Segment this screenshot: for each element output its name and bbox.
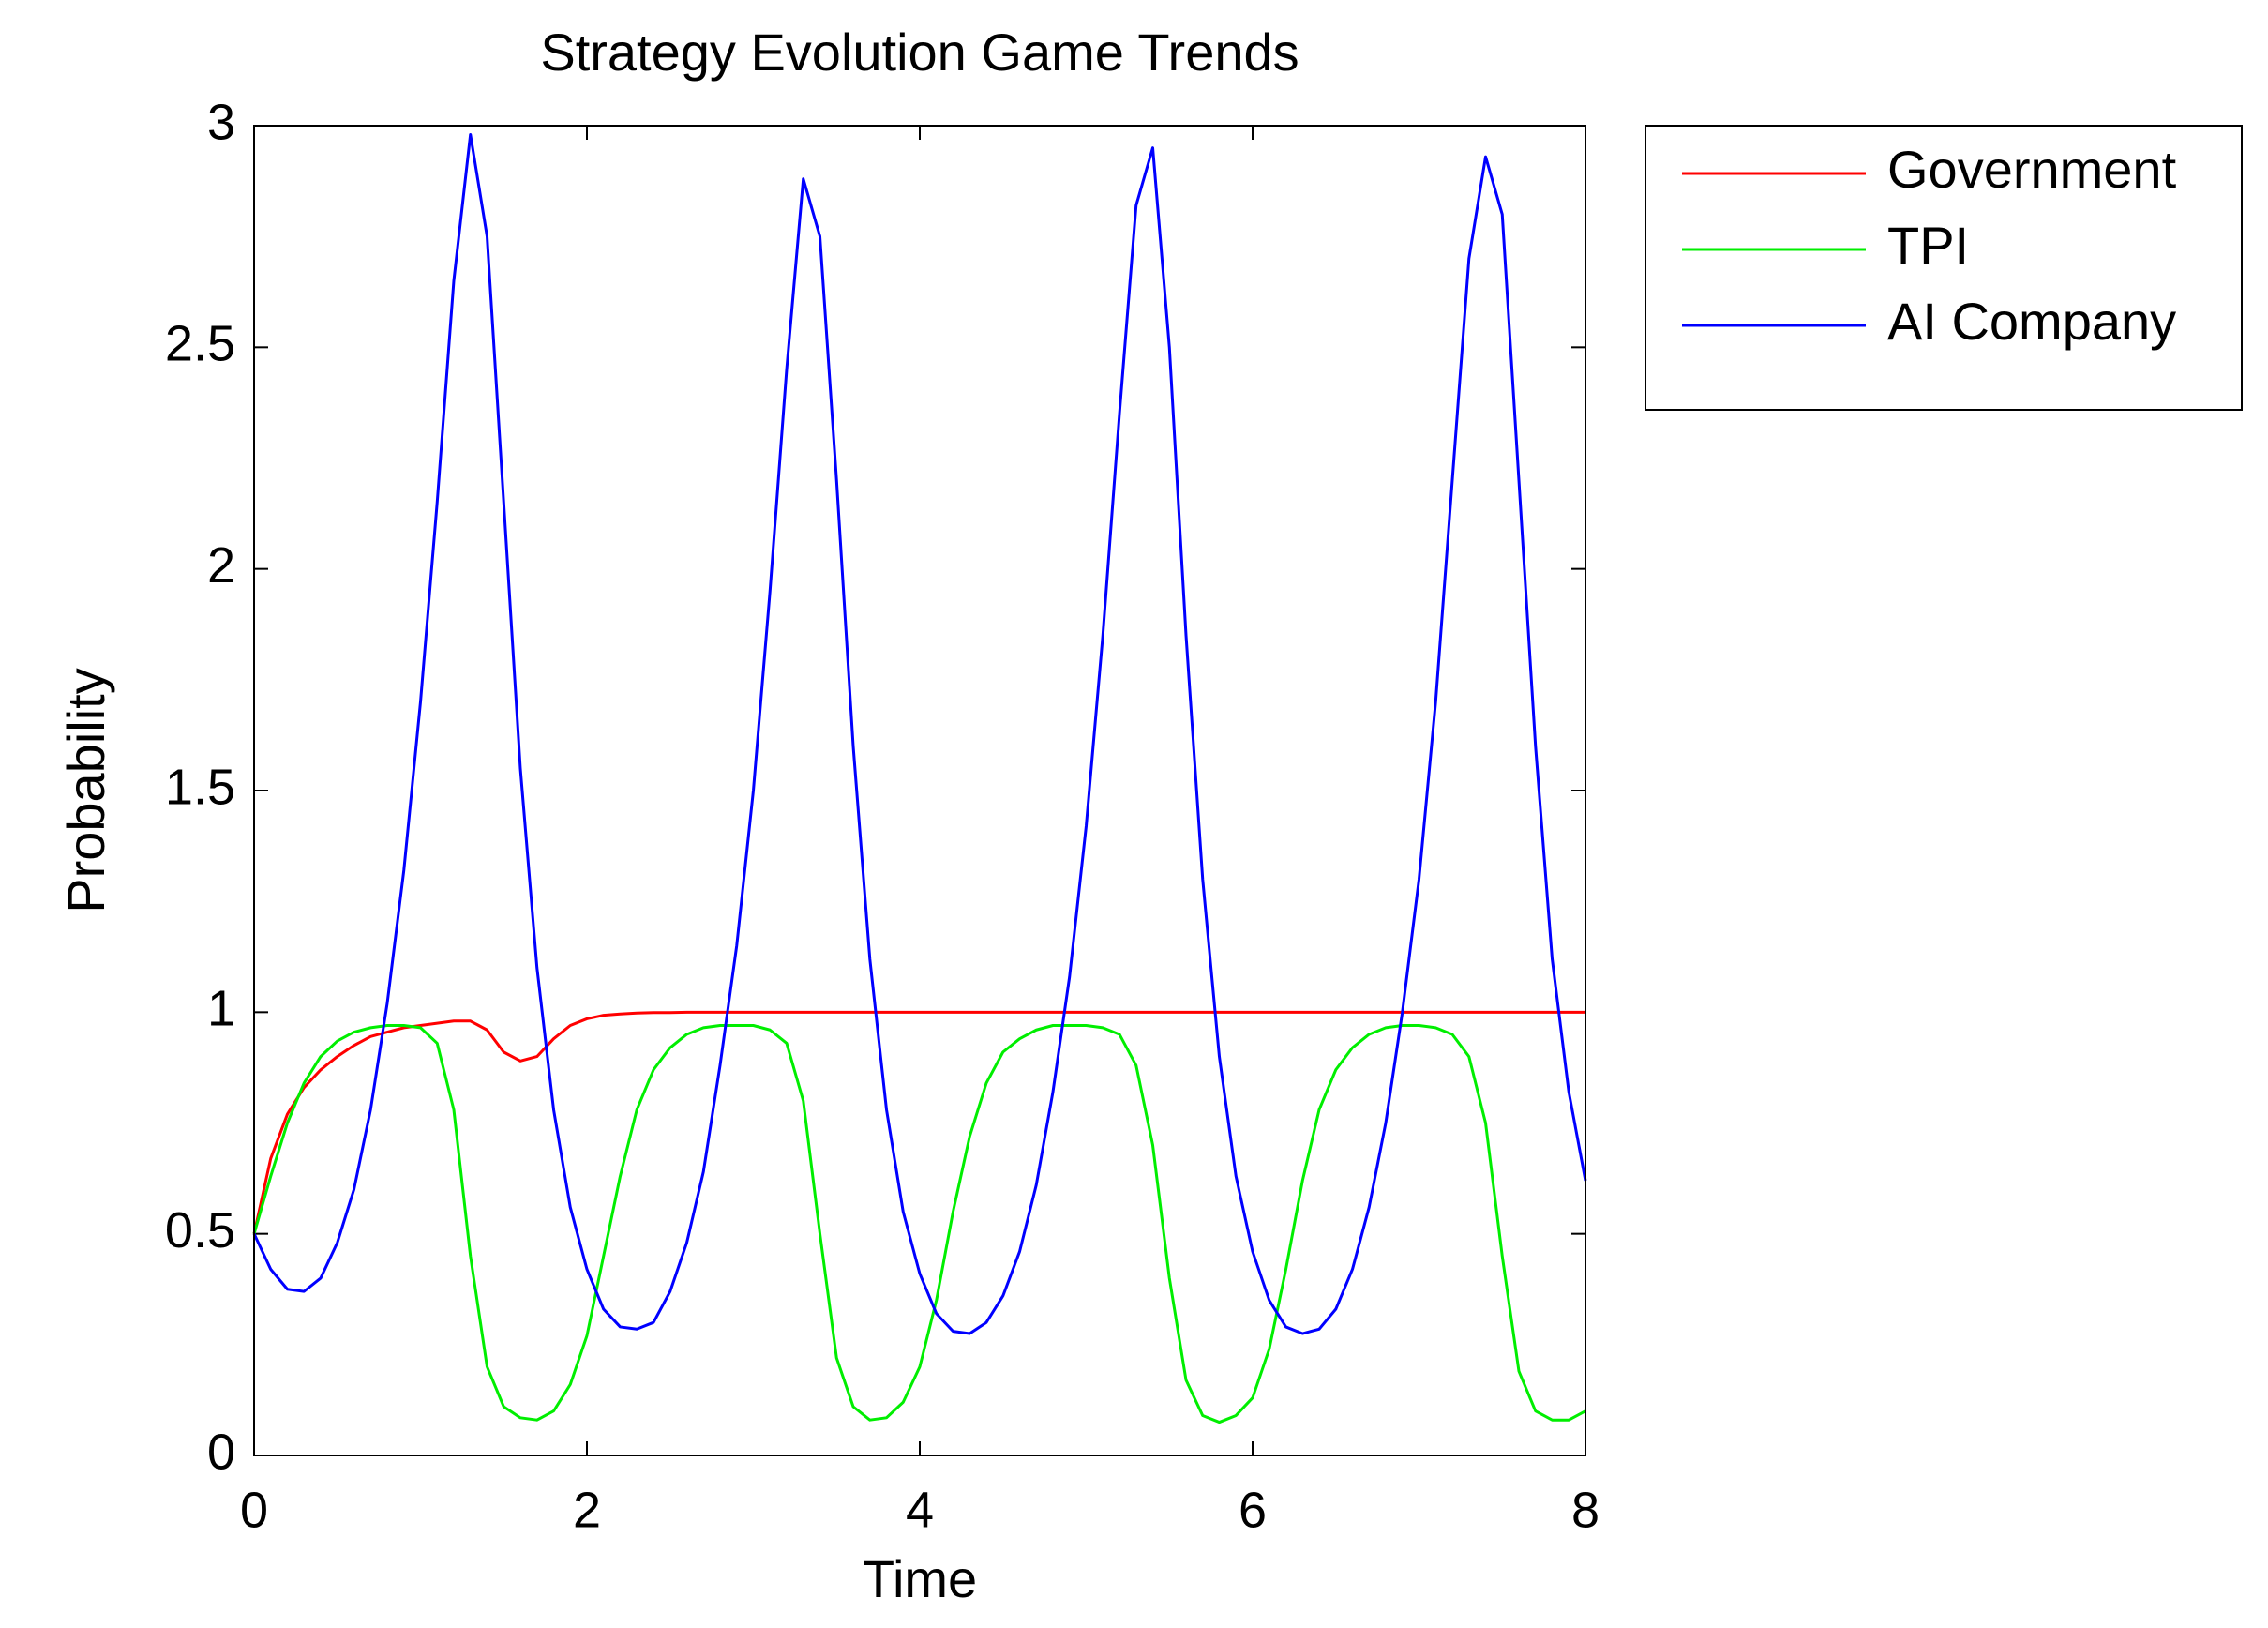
series-line [252,132,1587,1335]
y-tick-label: 1 [207,981,235,1037]
legend-label: Government [1887,140,2177,199]
axes-frame [253,125,1586,1456]
chart-title: Strategy Evolution Game Trends [540,23,1299,82]
legend-label: AI Company [1887,292,2176,351]
x-tick-label: 6 [1239,1482,1267,1538]
y-axis-label: Probability [56,668,115,912]
x-tick-label: 8 [1571,1482,1600,1538]
x-tick-label: 0 [240,1482,268,1538]
series-line [252,1024,1586,1424]
series-line [252,1010,1585,1234]
legend-label: TPI [1887,216,1969,275]
axes-background [254,126,1585,1455]
x-axis-label: Time [863,1549,977,1608]
y-tick-label: 1.5 [165,759,235,815]
y-tick-label: 2.5 [165,316,235,372]
y-tick-label: 0.5 [165,1202,235,1259]
y-tick-label: 0 [207,1424,235,1480]
y-tick-label: 3 [207,94,235,150]
x-tick-label: 4 [906,1482,934,1538]
y-tick-label: 2 [207,537,235,594]
x-tick-label: 2 [573,1482,601,1538]
